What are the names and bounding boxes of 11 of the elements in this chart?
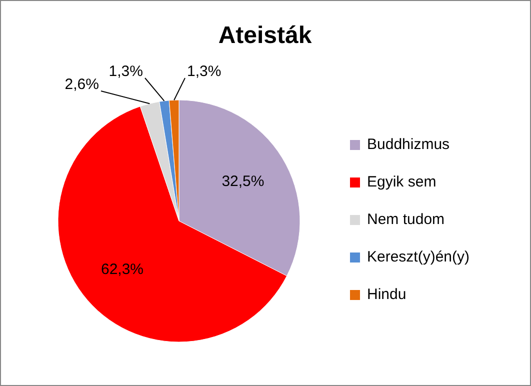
legend-label: Egyik sem	[367, 173, 436, 190]
chart-title: Ateisták	[218, 22, 312, 49]
data-label: 62,3%	[100, 261, 144, 278]
legend-label: Hindu	[367, 286, 406, 303]
data-label: 2,6%	[64, 76, 99, 93]
legend-label: Buddhizmus	[367, 136, 450, 153]
data-label: 1,3%	[187, 62, 222, 80]
data-label: 1,3%	[108, 62, 143, 80]
legend-label: Kereszt(y)én(y)	[367, 248, 470, 266]
legend-label: Nem tudom	[367, 210, 445, 228]
data-label: 32,5%	[222, 172, 264, 190]
